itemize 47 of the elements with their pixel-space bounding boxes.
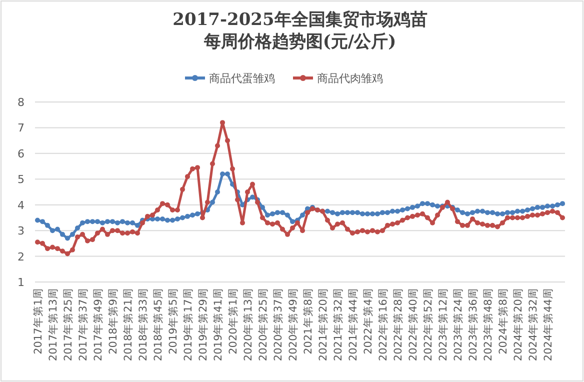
x-tick-label: 2021年第8周: [302, 288, 314, 354]
x-tick-label: 2018年第21周: [122, 288, 134, 362]
x-tick-label: 2018年第9周: [108, 288, 120, 354]
y-tick-label: 2: [18, 250, 24, 264]
x-tick-label: 2017年第49周: [92, 288, 104, 362]
legend-label: 商品代肉雏鸡: [317, 72, 383, 85]
x-tick-label: 2023年第12周: [438, 288, 450, 362]
x-tick-label: 2021年第32周: [332, 288, 344, 362]
x-tick-label: 2022年第16周: [378, 288, 390, 362]
x-tick-label: 2021年第20周: [318, 288, 330, 362]
x-tick-label: 2022年第52周: [422, 288, 434, 362]
y-tick-label: 1: [18, 276, 24, 289]
x-tick-label: 2022年第40周: [408, 288, 420, 362]
x-tick-label: 2017年第37周: [78, 288, 90, 362]
x-tick-label: 2017年第25周: [62, 288, 74, 362]
x-tick-label: 2022年第4周: [362, 288, 374, 354]
y-tick-label: 5: [18, 173, 24, 186]
chart-subtitle: 每周价格趋势图(元/公斤): [202, 32, 396, 52]
y-tick-label: 8: [18, 96, 24, 109]
x-tick-label: 2019年第17周: [182, 288, 194, 362]
x-tick-label: 2023年第24周: [452, 288, 464, 362]
x-tick-label: 2017年第1周: [32, 288, 44, 354]
x-tick-label: 2021年第44周: [348, 288, 360, 362]
x-tick-label: 2020年第13周: [242, 288, 254, 362]
x-tick-label: 2024年第8周: [498, 288, 510, 354]
y-tick-label: 6: [18, 147, 24, 160]
y-tick-label: 4: [18, 198, 24, 212]
x-tick-label: 2018年第45周: [152, 288, 164, 362]
x-tick-label: 2023年第36周: [468, 288, 480, 362]
legend-label: 商品代蛋雏鸡: [209, 72, 275, 85]
x-tick-label: 2024年第44周: [542, 288, 554, 362]
y-tick-label: 7: [18, 122, 24, 135]
chart-title: 2017-2025年全国集贸市场鸡苗: [172, 10, 428, 30]
x-tick-label: 2019年第41周: [212, 288, 224, 362]
x-tick-label: 2024年第20周: [512, 288, 524, 362]
x-tick-label: 2019年第29周: [198, 288, 210, 362]
x-tick-label: 2017年第13周: [48, 288, 60, 362]
x-tick-label: 2020年第1周: [228, 288, 240, 354]
x-tick-label: 2022年第28周: [392, 288, 404, 362]
x-tick-label: 2020年第37周: [272, 288, 284, 362]
x-tick-label: 2023年第48周: [482, 288, 494, 362]
x-tick-label: 2024年第32周: [528, 288, 540, 362]
x-tick-label: 2020年第25周: [258, 288, 270, 362]
x-tick-label: 2019年第5周: [168, 288, 180, 354]
x-tick-label: 2018年第33周: [138, 288, 150, 362]
x-tick-label: 2020年第49周: [288, 288, 300, 362]
y-tick-label: 3: [18, 224, 24, 238]
